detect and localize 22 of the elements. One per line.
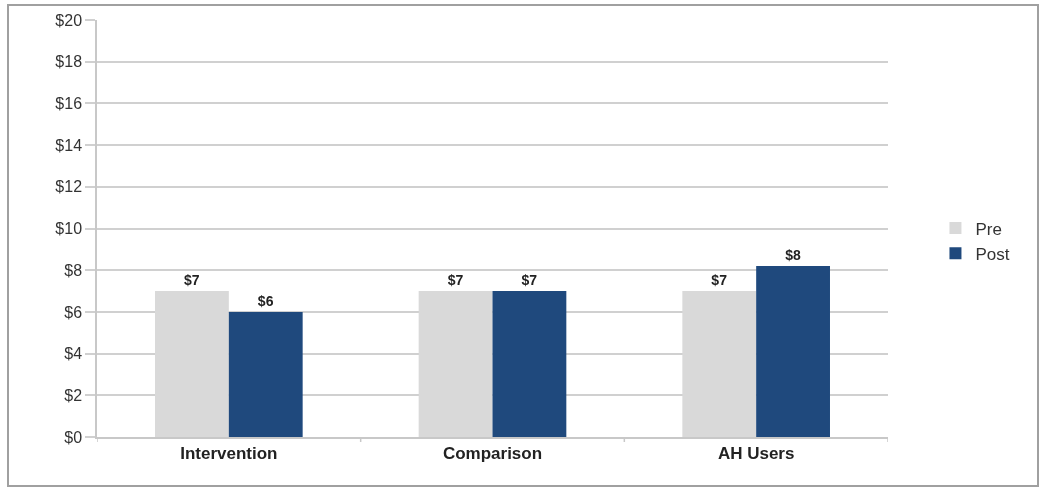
y-tick-label: $12 [55,178,83,196]
y-tick-label: $0 [64,428,83,446]
data-label: $6 [257,292,274,309]
y-tick-label: $2 [64,386,83,404]
data-label: $7 [184,272,200,289]
x-tick-label: AH Users [717,444,795,464]
y-tick-label: $18 [55,53,83,71]
legend-label: Post [975,244,1010,264]
y-tick-label: $16 [55,95,83,112]
y-tick-label: $8 [64,261,83,279]
y-tick-label: $14 [55,136,83,154]
y-tick-label: $4 [64,345,83,363]
data-label: $7 [711,272,728,289]
data-label: $7 [521,272,538,289]
legend-label: Pre [975,219,1002,239]
data-label: $8 [785,247,801,264]
y-tick-label: $10 [55,220,83,238]
x-tick-label: Comparison [442,444,543,464]
x-tick-label: Intervention [180,444,278,464]
y-tick-label: $20 [55,11,83,29]
y-tick-label: $6 [64,303,83,321]
data-label: $7 [447,272,464,289]
